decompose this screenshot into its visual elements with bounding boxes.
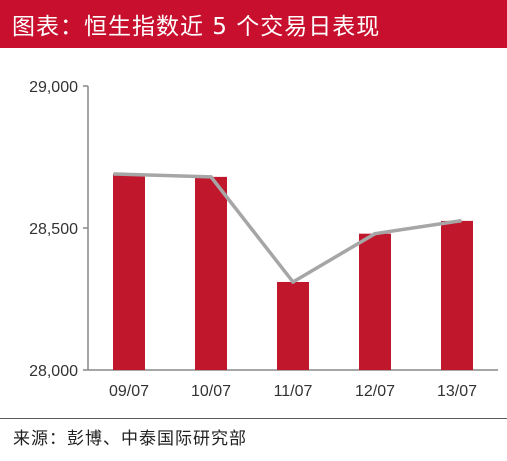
y-tick-label: 28,500: [29, 221, 78, 238]
line-point: [458, 219, 462, 223]
x-tick-label: 13/07: [437, 383, 477, 400]
x-ticks: 09/07 10/07 11/07 12/07 13/07: [109, 383, 477, 400]
x-tick-label: 12/07: [355, 383, 395, 400]
chart-title: 图表：恒生指数近 5 个交易日表现: [12, 14, 381, 40]
y-ticks: 28,000 28,500 29,000: [29, 79, 88, 380]
y-tick-label: 28,000: [29, 363, 78, 380]
x-tick-label: 10/07: [191, 383, 231, 400]
x-tick-label: 11/07: [274, 383, 313, 400]
line-point: [291, 280, 295, 284]
source-note: 来源：彭博、中泰国际研究部: [13, 429, 247, 449]
chart-title-bar: 图表：恒生指数近 5 个交易日表现: [0, 0, 507, 48]
hang-seng-chart: 28,000 28,500 29,000 09/07 10/07 11/07 12/07 1…: [29, 79, 498, 400]
x-tick-label: 09/07: [109, 383, 149, 400]
bar-12-07: [359, 233, 391, 370]
line-point: [113, 172, 117, 176]
source-divider: [0, 418, 507, 419]
line-point: [209, 175, 213, 179]
bar-09-07: [113, 174, 145, 370]
bar-13-07: [441, 220, 473, 370]
bars: [113, 174, 473, 370]
trend-line: [113, 172, 462, 284]
chart-area: 28,000 28,500 29,000 09/07 10/07 11/07 12/07 1…: [0, 48, 507, 420]
line-point: [373, 231, 377, 236]
line-layer: [113, 172, 462, 284]
bar-10-07: [195, 176, 227, 370]
bar-11-07: [277, 281, 309, 370]
y-tick-label: 29,000: [29, 79, 78, 96]
